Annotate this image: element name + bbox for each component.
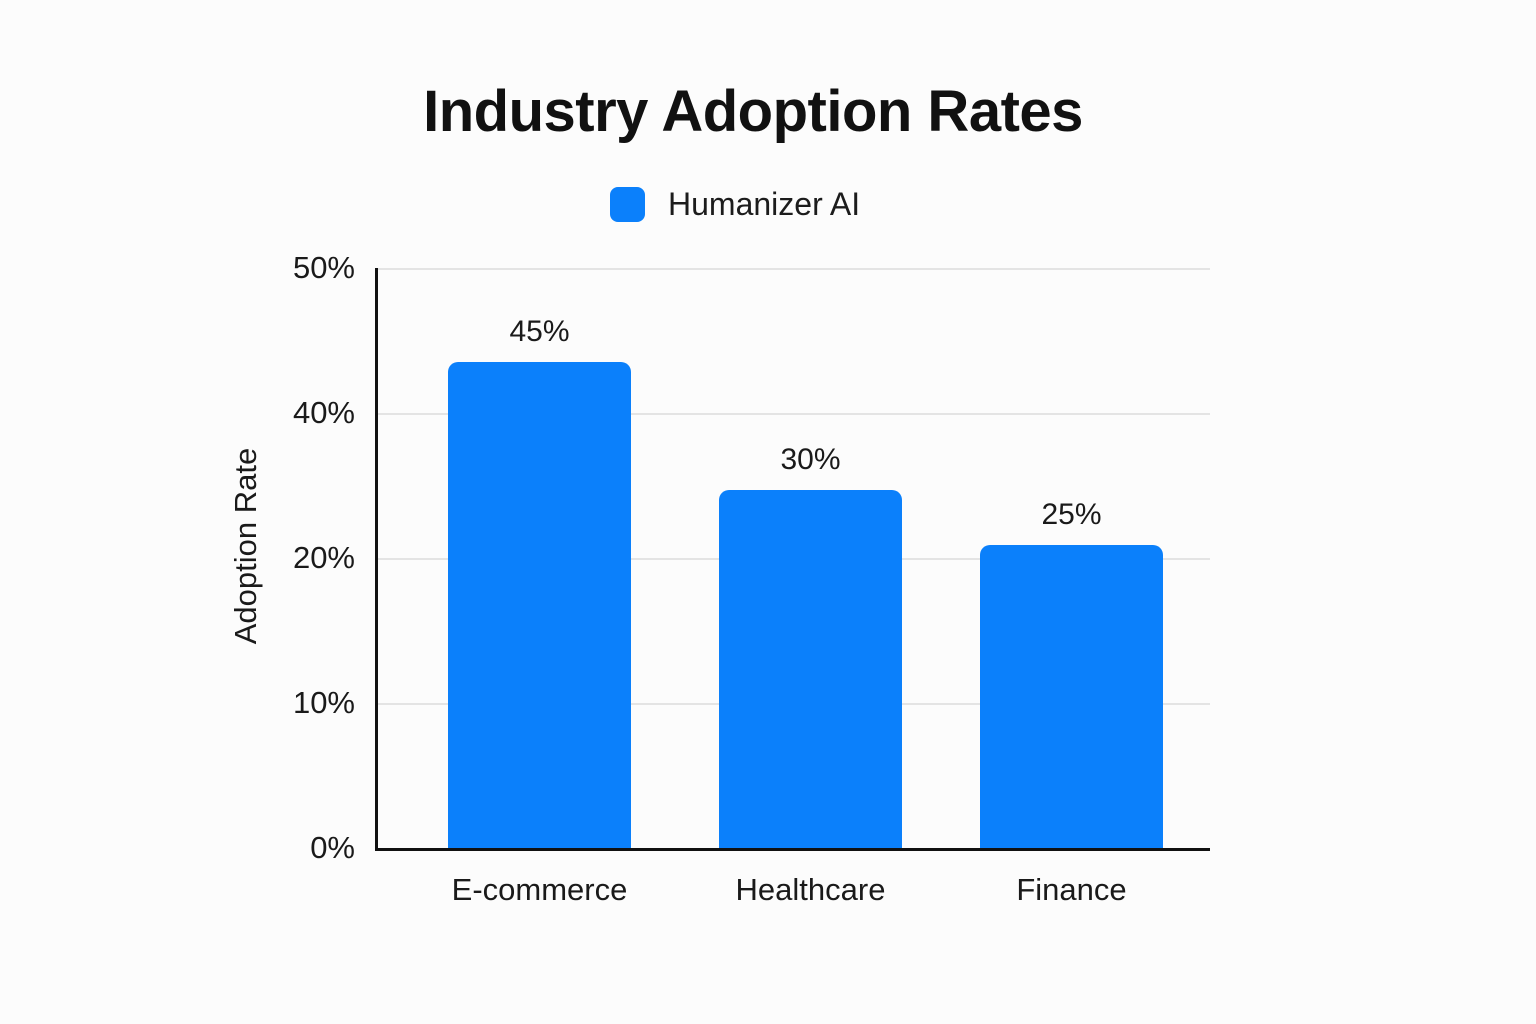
- bar-ecommerce: [448, 361, 631, 848]
- y-tick-label: 0%: [310, 830, 355, 865]
- x-tick-label-finance: Finance: [1016, 872, 1127, 907]
- x-tick-label-ecommerce: E-commerce: [451, 872, 628, 907]
- legend-label: Humanizer AI: [668, 186, 861, 222]
- bar-value-label: 25%: [1041, 498, 1102, 532]
- y-tick-label: 10%: [292, 685, 355, 720]
- plot-area: 45% E-commerce 30% Healthcare 25% Financ…: [375, 268, 1210, 907]
- x-tick-label-healthcare: Healthcare: [735, 872, 886, 907]
- y-tick-label: 20%: [292, 540, 355, 575]
- legend-swatch-icon: [610, 187, 645, 222]
- bar-value-label: 30%: [780, 443, 841, 477]
- chart-title: Industry Adoption Rates: [423, 79, 1083, 144]
- legend: Humanizer AI: [610, 186, 860, 223]
- bar-group-finance: 25% Finance: [980, 268, 1163, 907]
- gridline: [378, 413, 1210, 415]
- bar-value-label: 45%: [509, 314, 570, 348]
- bar-group-healthcare: 30% Healthcare: [719, 268, 902, 907]
- y-tick-label: 40%: [292, 395, 355, 430]
- bar-finance: [980, 545, 1163, 848]
- bar-healthcare: [719, 490, 902, 848]
- bar-group-ecommerce: 45% E-commerce: [448, 268, 631, 907]
- y-tick-label: 50%: [292, 250, 355, 285]
- gridline: [378, 268, 1210, 270]
